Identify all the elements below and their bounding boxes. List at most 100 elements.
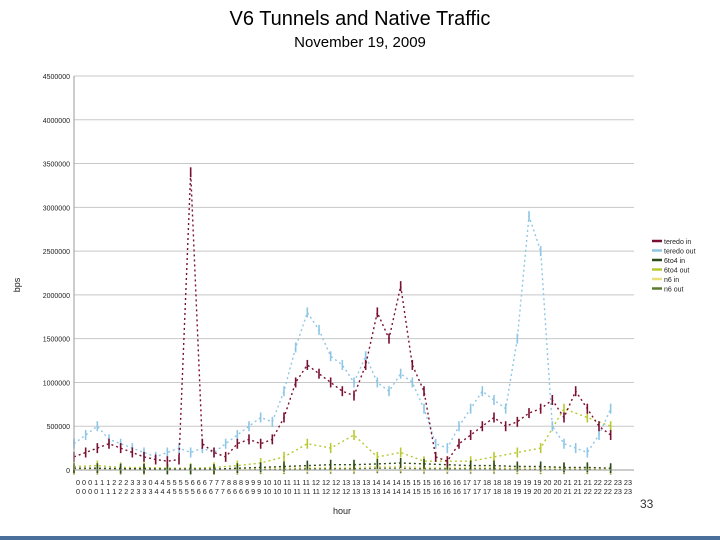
data-point [96, 421, 99, 432]
y-tick-label: 3000000 [43, 205, 70, 212]
page-number: 33 [640, 497, 654, 511]
data-point [469, 403, 472, 414]
data-point [166, 464, 169, 475]
y-tick-label: 4500000 [43, 74, 70, 81]
data-point [551, 421, 554, 432]
data-point [493, 412, 495, 423]
data-point [306, 359, 309, 370]
data-point [399, 457, 402, 468]
data-point [399, 447, 402, 458]
data-point [341, 386, 344, 397]
data-point [306, 438, 309, 449]
data-point [306, 460, 309, 471]
data-point [563, 412, 565, 423]
legend-label: teredo out [664, 249, 696, 256]
data-point [201, 438, 204, 449]
data-point [481, 386, 484, 397]
data-point [84, 429, 87, 440]
bottom-bar [0, 536, 720, 540]
data-point [609, 429, 612, 440]
data-point [236, 463, 239, 474]
x-axis-label: hour [333, 506, 351, 516]
data-point [516, 447, 519, 458]
data-point [551, 394, 554, 405]
y-tick-label: 2500000 [43, 249, 70, 256]
data-point [318, 368, 320, 379]
data-point [516, 333, 519, 344]
y-tick-label: 1000000 [43, 380, 70, 387]
data-point [364, 359, 367, 370]
data-point [154, 454, 157, 465]
data-point [598, 421, 600, 432]
y-tick-label: 1500000 [43, 337, 70, 344]
data-point [539, 403, 542, 414]
data-point [329, 443, 332, 454]
data-point [516, 416, 519, 427]
data-point [213, 464, 215, 475]
data-point [411, 377, 414, 388]
data-point [329, 377, 332, 388]
data-point [283, 461, 285, 472]
data-point [376, 377, 379, 388]
data-point [458, 421, 460, 432]
data-point [423, 458, 425, 469]
y-tick-label: 4000000 [43, 118, 70, 125]
data-point [399, 281, 402, 292]
data-point [388, 333, 390, 344]
data-point [224, 438, 227, 449]
data-point [353, 377, 355, 388]
data-point [423, 403, 425, 414]
data-point [96, 463, 99, 474]
data-point [353, 429, 355, 440]
y-tick-label: 500000 [47, 424, 70, 431]
data-point [259, 462, 262, 473]
data-point [609, 463, 612, 474]
data-point [586, 403, 589, 414]
data-point [411, 359, 414, 370]
data-point [119, 443, 122, 454]
data-point [586, 447, 589, 458]
data-point [528, 211, 530, 222]
data-point [259, 438, 262, 449]
data-point [446, 443, 449, 454]
y-tick-label: 3500000 [43, 162, 70, 169]
data-point [388, 386, 390, 397]
data-point [493, 451, 495, 462]
data-point [294, 377, 297, 388]
data-point [516, 461, 519, 472]
data-point [563, 438, 565, 449]
data-point [376, 307, 379, 318]
data-point [586, 462, 589, 473]
data-point [318, 324, 320, 335]
data-point [528, 408, 530, 419]
data-point [563, 403, 565, 414]
legend-label: n6 out [664, 287, 684, 294]
data-point [376, 451, 379, 462]
data-point [493, 460, 495, 471]
data-point [434, 438, 437, 449]
data-point [469, 460, 472, 471]
data-point [143, 463, 145, 474]
data-point [283, 386, 285, 397]
chart-subtitle: November 19, 2009 [294, 34, 426, 51]
data-point [539, 461, 542, 472]
data-point [283, 451, 285, 462]
data-point [283, 412, 285, 423]
data-point [329, 351, 332, 362]
data-point [119, 463, 122, 474]
data-point [539, 443, 542, 454]
data-point [166, 447, 169, 458]
data-point [166, 456, 169, 467]
data-point [189, 167, 192, 178]
data-point [539, 246, 542, 257]
y-tick-label: 0 [66, 468, 70, 475]
data-point [96, 443, 99, 454]
data-point [306, 307, 309, 318]
data-point [481, 421, 484, 432]
x-tick-labels-row2: 0 0 0 0 1 1 1 2 2 2 3 3 3 4 4 4 5 5 5 5 … [76, 489, 632, 496]
data-point [294, 342, 297, 353]
legend-label: 6to4 in [664, 258, 685, 265]
data-point [574, 443, 577, 454]
data-point [423, 386, 425, 397]
data-point [248, 421, 250, 432]
